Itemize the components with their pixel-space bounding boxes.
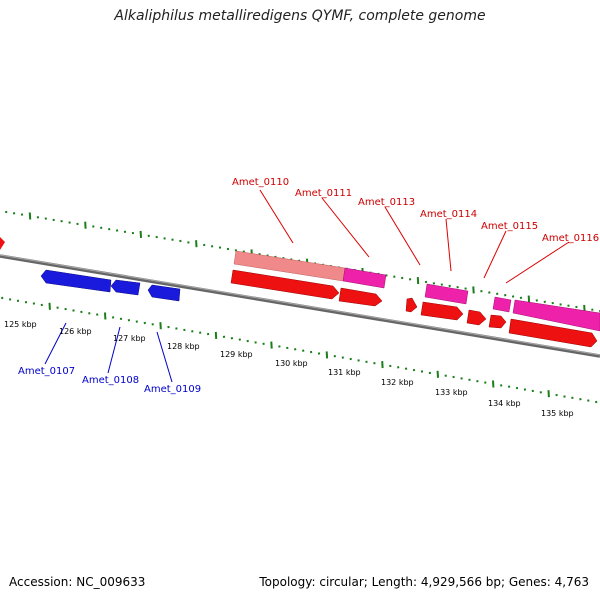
- scale-label: 132 kbp: [381, 378, 414, 387]
- gene-arrow-amet-0114[interactable]: [420, 301, 464, 321]
- feature-box-amet-0115[interactable]: [492, 296, 512, 313]
- gene-arrow-amet-0115b[interactable]: [488, 314, 507, 329]
- scale-label: 134 kbp: [488, 399, 521, 408]
- gene-arrow-amet-0116[interactable]: [508, 318, 598, 348]
- gene-label-amet-0113[interactable]: Amet_0113: [358, 197, 415, 208]
- gene-arrow-fragment[interactable]: [0, 237, 5, 250]
- leader-amet-0109: [156, 331, 173, 383]
- feature-box-amet-0116[interactable]: [512, 299, 600, 332]
- top-label-leaders: [259, 189, 570, 284]
- lower-tick-row: [1, 296, 598, 404]
- gene-arrow-amet-0108[interactable]: [110, 279, 141, 296]
- accession-text: Accession: NC_009633: [9, 575, 146, 589]
- genome-summary-text: Topology: circular; Length: 4,929,566 bp…: [259, 575, 589, 589]
- bottom-gene-labels: Amet_0107 Amet_0108 Amet_0109: [18, 366, 201, 395]
- scale-label: 125 kbp: [4, 320, 37, 329]
- upper-tick-row: [5, 210, 600, 313]
- leader-amet-0108: [107, 326, 121, 374]
- reverse-strand-genes: [40, 269, 181, 302]
- scale-label: 130 kbp: [275, 359, 308, 368]
- scale-labels: 125 kbp 126 kbp 127 kbp 128 kbp 129 kbp …: [4, 320, 574, 418]
- gene-arrow-amet-0111[interactable]: [338, 287, 383, 307]
- gene-label-amet-0108[interactable]: Amet_0108: [82, 375, 139, 386]
- leader-amet-0114: [445, 218, 452, 272]
- top-gene-labels: Amet_0110 Amet_0111 Amet_0113 Amet_0114 …: [232, 177, 599, 244]
- forward-strand-genes: [230, 269, 598, 348]
- scale-label: 131 kbp: [328, 368, 361, 377]
- gene-label-amet-0115[interactable]: Amet_0115: [481, 221, 538, 232]
- scale-label: 133 kbp: [435, 388, 468, 397]
- leader-amet-0116: [505, 241, 570, 284]
- gene-label-amet-0114[interactable]: Amet_0114: [420, 209, 477, 220]
- gene-label-amet-0109[interactable]: Amet_0109: [144, 384, 201, 395]
- feature-boxes: [233, 250, 600, 332]
- scale-label: 128 kbp: [167, 342, 200, 351]
- map-title: Alkaliphilus metalliredigens QYMF, compl…: [114, 8, 486, 24]
- gene-arrow-amet-0113[interactable]: [405, 297, 418, 313]
- leader-amet-0107: [44, 322, 67, 365]
- gene-arrow-amet-0107[interactable]: [40, 269, 112, 293]
- leader-amet-0113: [384, 206, 421, 266]
- gene-arrow-amet-0109[interactable]: [147, 284, 181, 302]
- genome-backbone-highlight: [0, 254, 600, 356]
- leader-amet-0110: [259, 189, 294, 244]
- leader-amet-0115: [483, 230, 507, 279]
- bottom-label-leaders: [44, 322, 173, 383]
- scale-label: 135 kbp: [541, 409, 574, 418]
- leader-amet-0111: [321, 197, 370, 258]
- feature-box-amet-0111[interactable]: [342, 267, 387, 289]
- scale-label: 126 kbp: [59, 327, 92, 336]
- gene-label-amet-0110[interactable]: Amet_0110: [232, 177, 289, 188]
- genome-backbone: [0, 254, 600, 358]
- scale-label: 129 kbp: [220, 350, 253, 359]
- gene-label-amet-0111[interactable]: Amet_0111: [295, 188, 352, 199]
- gene-arrow-amet-0115a[interactable]: [466, 309, 487, 326]
- gene-label-amet-0116[interactable]: Amet_0116: [542, 233, 599, 244]
- scale-label: 127 kbp: [113, 334, 146, 343]
- gene-label-amet-0107[interactable]: Amet_0107: [18, 366, 75, 377]
- gene-arrow-amet-0110[interactable]: [230, 269, 340, 300]
- feature-box-amet-0114[interactable]: [424, 283, 469, 305]
